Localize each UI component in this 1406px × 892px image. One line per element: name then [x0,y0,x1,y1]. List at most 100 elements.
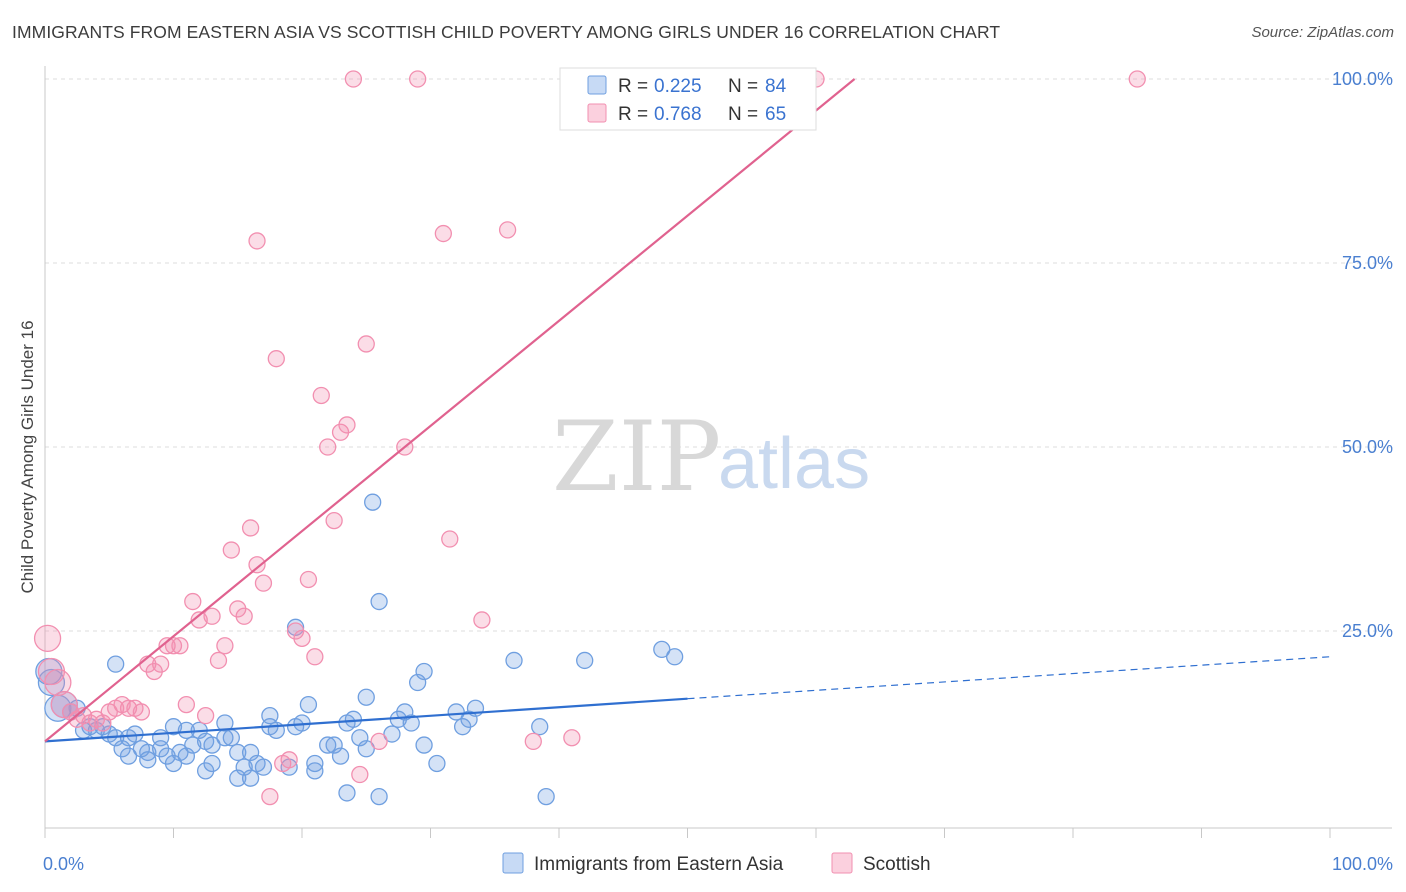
eastern-asia-point [505,651,523,670]
scottish-point [222,541,240,559]
eastern-asia-point [261,706,279,725]
scottish-point [563,729,581,747]
eastern-asia-point [576,651,594,670]
scottish-point [338,416,356,434]
eastern-asia-point [415,736,433,754]
watermark-atlas: atlas [718,424,870,504]
legend-label-eastern-asia: Immigrants from Eastern Asia [534,854,784,875]
eastern-asia-point [364,493,382,511]
eastern-asia-point [370,787,388,806]
eastern-asia-point [653,640,671,659]
scottish-point [196,706,215,725]
eastern-asia-trend-extension [687,656,1331,700]
x-tick-label: 0.0% [43,854,84,874]
scottish-point [158,637,176,655]
eastern-asia-point [447,703,465,721]
series-eastern-asia-points [35,493,684,806]
scottish-point [235,607,253,625]
scottish-point [293,629,311,648]
chart-title: IMMIGRANTS FROM EASTERN ASIA VS SCOTTISH… [12,22,1001,42]
scottish-point [241,519,260,537]
scottish-point [261,787,279,806]
y-tick-label: 75.0% [1342,253,1393,273]
legend-r-value: 0.225 [654,76,702,97]
scottish-point [351,765,369,784]
scottish-point [184,592,202,611]
eastern-asia-point [151,729,170,747]
legend-r-label: R = [618,76,648,97]
scottish-point [177,695,196,714]
x-tick-label: 100.0% [1332,854,1393,874]
scottish-point [306,648,324,666]
eastern-asia-point [203,736,221,754]
scottish-point [357,335,375,353]
eastern-asia-trend-line [44,697,688,743]
scottish-point [44,668,72,697]
scottish-point [254,574,273,592]
scottish-point [132,703,151,721]
scottish-point [248,556,266,574]
scottish-point [267,350,285,368]
scottish-point [473,611,491,629]
scottish-point [216,637,234,655]
eastern-asia-point [531,718,549,736]
eastern-asia-point [107,655,125,673]
legend-r-value: 0.768 [654,104,702,125]
scottish-point [299,570,318,589]
axes [44,66,1392,838]
scottish-point [248,232,266,250]
eastern-asia-point [119,747,138,765]
scottish-point [434,224,453,243]
eastern-asia-point [241,769,260,787]
scottish-point [164,637,183,655]
eastern-asia-point [216,714,234,732]
eastern-asia-point [177,721,196,740]
scottish-point [524,732,542,751]
scottish-point [441,530,459,548]
grid-lines [45,78,1392,632]
tick-labels: 25.0% 50.0% 75.0% 100.0% 0.0% 100.0% [43,69,1393,874]
legend-n-value: 65 [765,104,786,125]
eastern-asia-point [229,743,247,762]
scottish-point [408,70,427,88]
scottish-point [203,607,221,625]
eastern-asia-point [338,784,356,802]
y-axis-label: Child Poverty Among Girls Under 16 [18,320,37,593]
eastern-asia-point [357,688,375,706]
scottish-point [344,70,363,88]
legend-swatch-blue [587,75,607,95]
eastern-asia-point [357,740,375,758]
scottish-point [280,751,298,769]
eastern-asia-point [222,729,240,747]
scottish-point [325,511,343,530]
eastern-asia-point [370,592,388,611]
eastern-asia-point [402,714,420,732]
scottish-point [33,624,62,653]
eastern-asia-point [319,736,337,754]
scottish-point [319,438,337,456]
eastern-asia-point [164,718,183,736]
eastern-asia-point [383,725,401,743]
legend-n-value: 84 [765,76,787,97]
eastern-asia-point [184,736,202,754]
legend-n-label: N = [728,104,758,125]
eastern-asia-point [415,662,433,681]
y-tick-label: 25.0% [1342,621,1393,641]
eastern-asia-point [537,787,555,806]
eastern-asia-point [666,648,684,666]
scottish-point [209,651,228,670]
eastern-asia-point [37,668,66,697]
scottish-point [1128,70,1146,88]
scottish-point [370,732,388,751]
eastern-asia-point [254,758,273,776]
scottish-point [312,386,330,405]
legend-r-label: R = [618,104,648,125]
legend-swatch-pink [587,103,607,123]
eastern-asia-point [203,754,221,773]
source-credit: Source: ZipAtlas.com [1251,24,1394,41]
legend-swatch-scottish [831,852,853,874]
y-tick-label: 50.0% [1342,437,1393,457]
eastern-asia-point [139,751,157,769]
scottish-point [498,221,517,239]
